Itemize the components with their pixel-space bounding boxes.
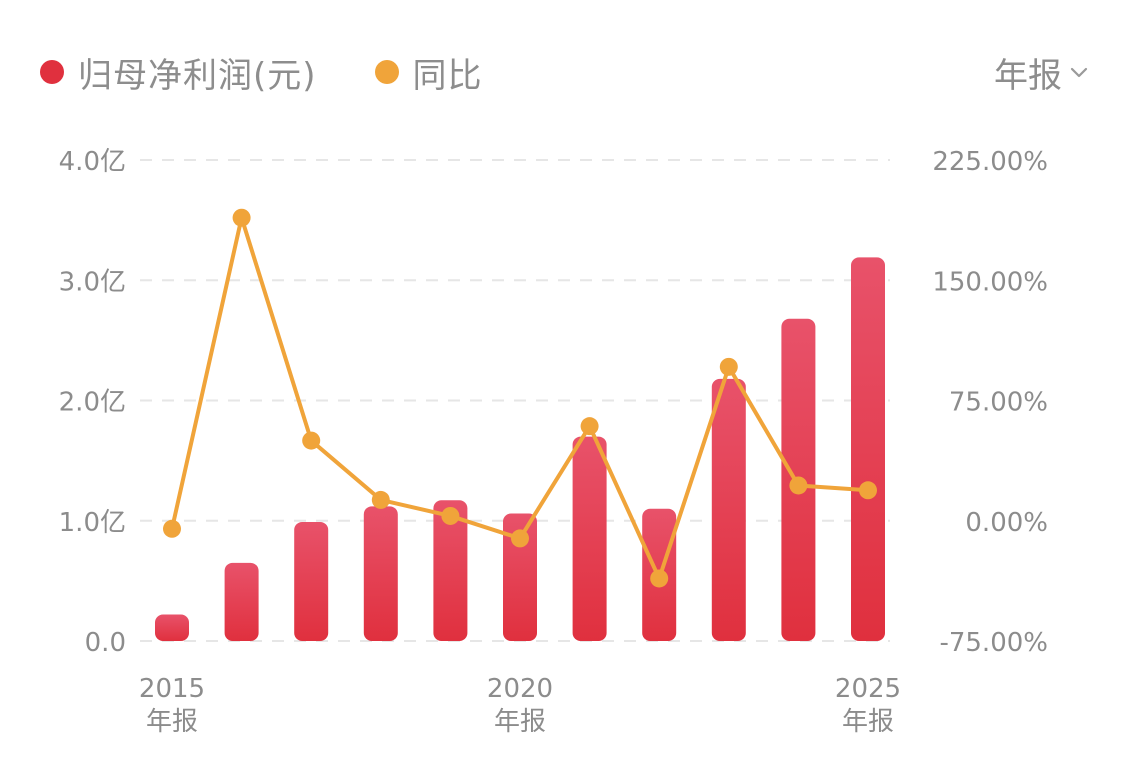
legend-label-yoy: 同比 [412, 55, 483, 96]
yoy-point-2021年报[interactable] [580, 417, 599, 436]
yoy-point-2023年报[interactable] [719, 357, 738, 376]
period-selector-label: 年报 [994, 55, 1062, 96]
yoy-point-2017年报[interactable] [302, 431, 321, 450]
bar-2016年报[interactable] [224, 562, 259, 641]
chevron-down-icon [1070, 67, 1088, 78]
x-tick-year: 2025 [835, 674, 901, 704]
legend-item-net-profit[interactable]: 归母净利润(元) [40, 48, 317, 97]
yoy-point-2018年报[interactable] [371, 490, 390, 509]
bar-2015年报[interactable] [155, 614, 189, 641]
bar-2021年报[interactable] [572, 436, 607, 641]
period-selector[interactable]: 年报 [994, 44, 1090, 100]
left-axis: 0.0 1.0亿 2.0亿 3.0亿 4.0亿 [59, 147, 126, 658]
yoy-point-2020年报[interactable] [511, 529, 529, 548]
right-tick-label: 0.00% [965, 508, 1048, 538]
legend-label-net-profit: 归母净利润(元) [78, 55, 317, 96]
right-tick-label: 75.00% [949, 388, 1048, 418]
left-tick-label: 0.0 [85, 628, 126, 658]
left-tick-label: 1.0亿 [59, 508, 126, 538]
x-tick-suffix: 年报 [494, 707, 546, 737]
bar-2023年报[interactable] [711, 378, 746, 641]
left-tick-label: 4.0亿 [59, 147, 126, 177]
yoy-point-2022年报[interactable] [650, 569, 669, 588]
x-tick-suffix: 年报 [842, 707, 894, 737]
yoy-point-2015年报[interactable] [163, 519, 181, 538]
bar-2020年报[interactable] [503, 513, 537, 641]
yoy-point-2016年报[interactable] [232, 208, 251, 227]
bar-2017年报[interactable] [294, 521, 329, 641]
line-series-yoy [163, 208, 877, 588]
bar-2019年报[interactable] [433, 500, 468, 641]
right-tick-label: 225.00% [932, 147, 1048, 177]
bar-2018年报[interactable] [363, 506, 398, 641]
legend-item-yoy[interactable]: 同比 [374, 48, 483, 97]
legend-dot-yoy [374, 60, 399, 84]
yoy-point-2025年报[interactable] [859, 481, 877, 500]
left-tick-label: 3.0亿 [59, 267, 126, 297]
x-tick-year: 2015 [139, 674, 205, 704]
x-tick-year: 2020 [487, 674, 553, 704]
right-tick-label: 150.00% [932, 267, 1048, 297]
chart-legend: 归母净利润(元) 同比 [40, 44, 541, 100]
x-tick-suffix: 年报 [146, 707, 198, 737]
yoy-point-2024年报[interactable] [789, 476, 808, 495]
bar-2025年报[interactable] [851, 257, 885, 641]
right-axis: -75.00% 0.00% 75.00% 150.00% 225.00% [932, 147, 1048, 658]
yoy-point-2019年报[interactable] [441, 506, 460, 525]
left-tick-label: 2.0亿 [59, 388, 126, 418]
right-tick-label: -75.00% [939, 628, 1048, 658]
legend-dot-net-profit [40, 60, 64, 84]
bar-series-net-profit [155, 257, 885, 641]
